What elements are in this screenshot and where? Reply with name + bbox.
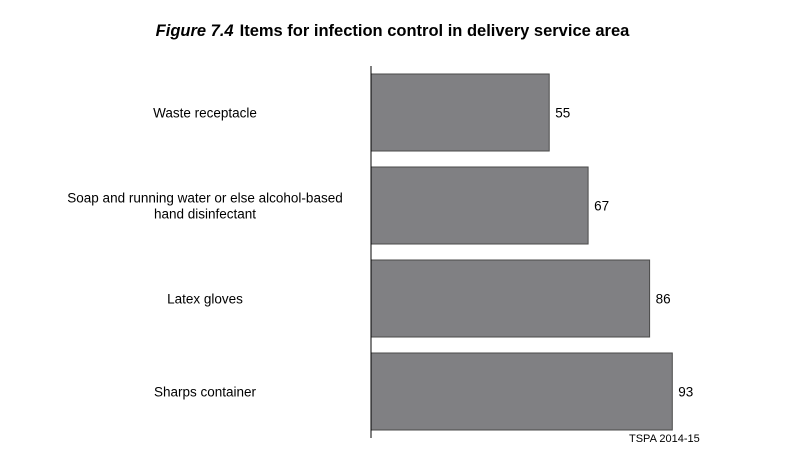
data-label: 55 (555, 106, 570, 121)
data-label: 86 (656, 292, 671, 307)
bar (370, 166, 589, 245)
data-label: 93 (678, 385, 693, 400)
bar (370, 259, 651, 338)
data-label: 67 (594, 199, 609, 214)
category-label: Soap and running water or else alcohol-b… (67, 191, 342, 222)
figure-label: Figure 7.4 (155, 22, 234, 40)
category-label: Sharps container (154, 385, 257, 400)
title-text: Items for infection control in delivery … (239, 22, 630, 40)
source-note: TSPA 2014-15 (629, 433, 700, 445)
bar (370, 352, 673, 431)
chart-title: Figure 7.4 Items for infection control in… (0, 22, 785, 41)
category-label: Waste receptacle (153, 106, 257, 121)
bar (370, 73, 550, 152)
category-label: Latex gloves (167, 292, 243, 307)
